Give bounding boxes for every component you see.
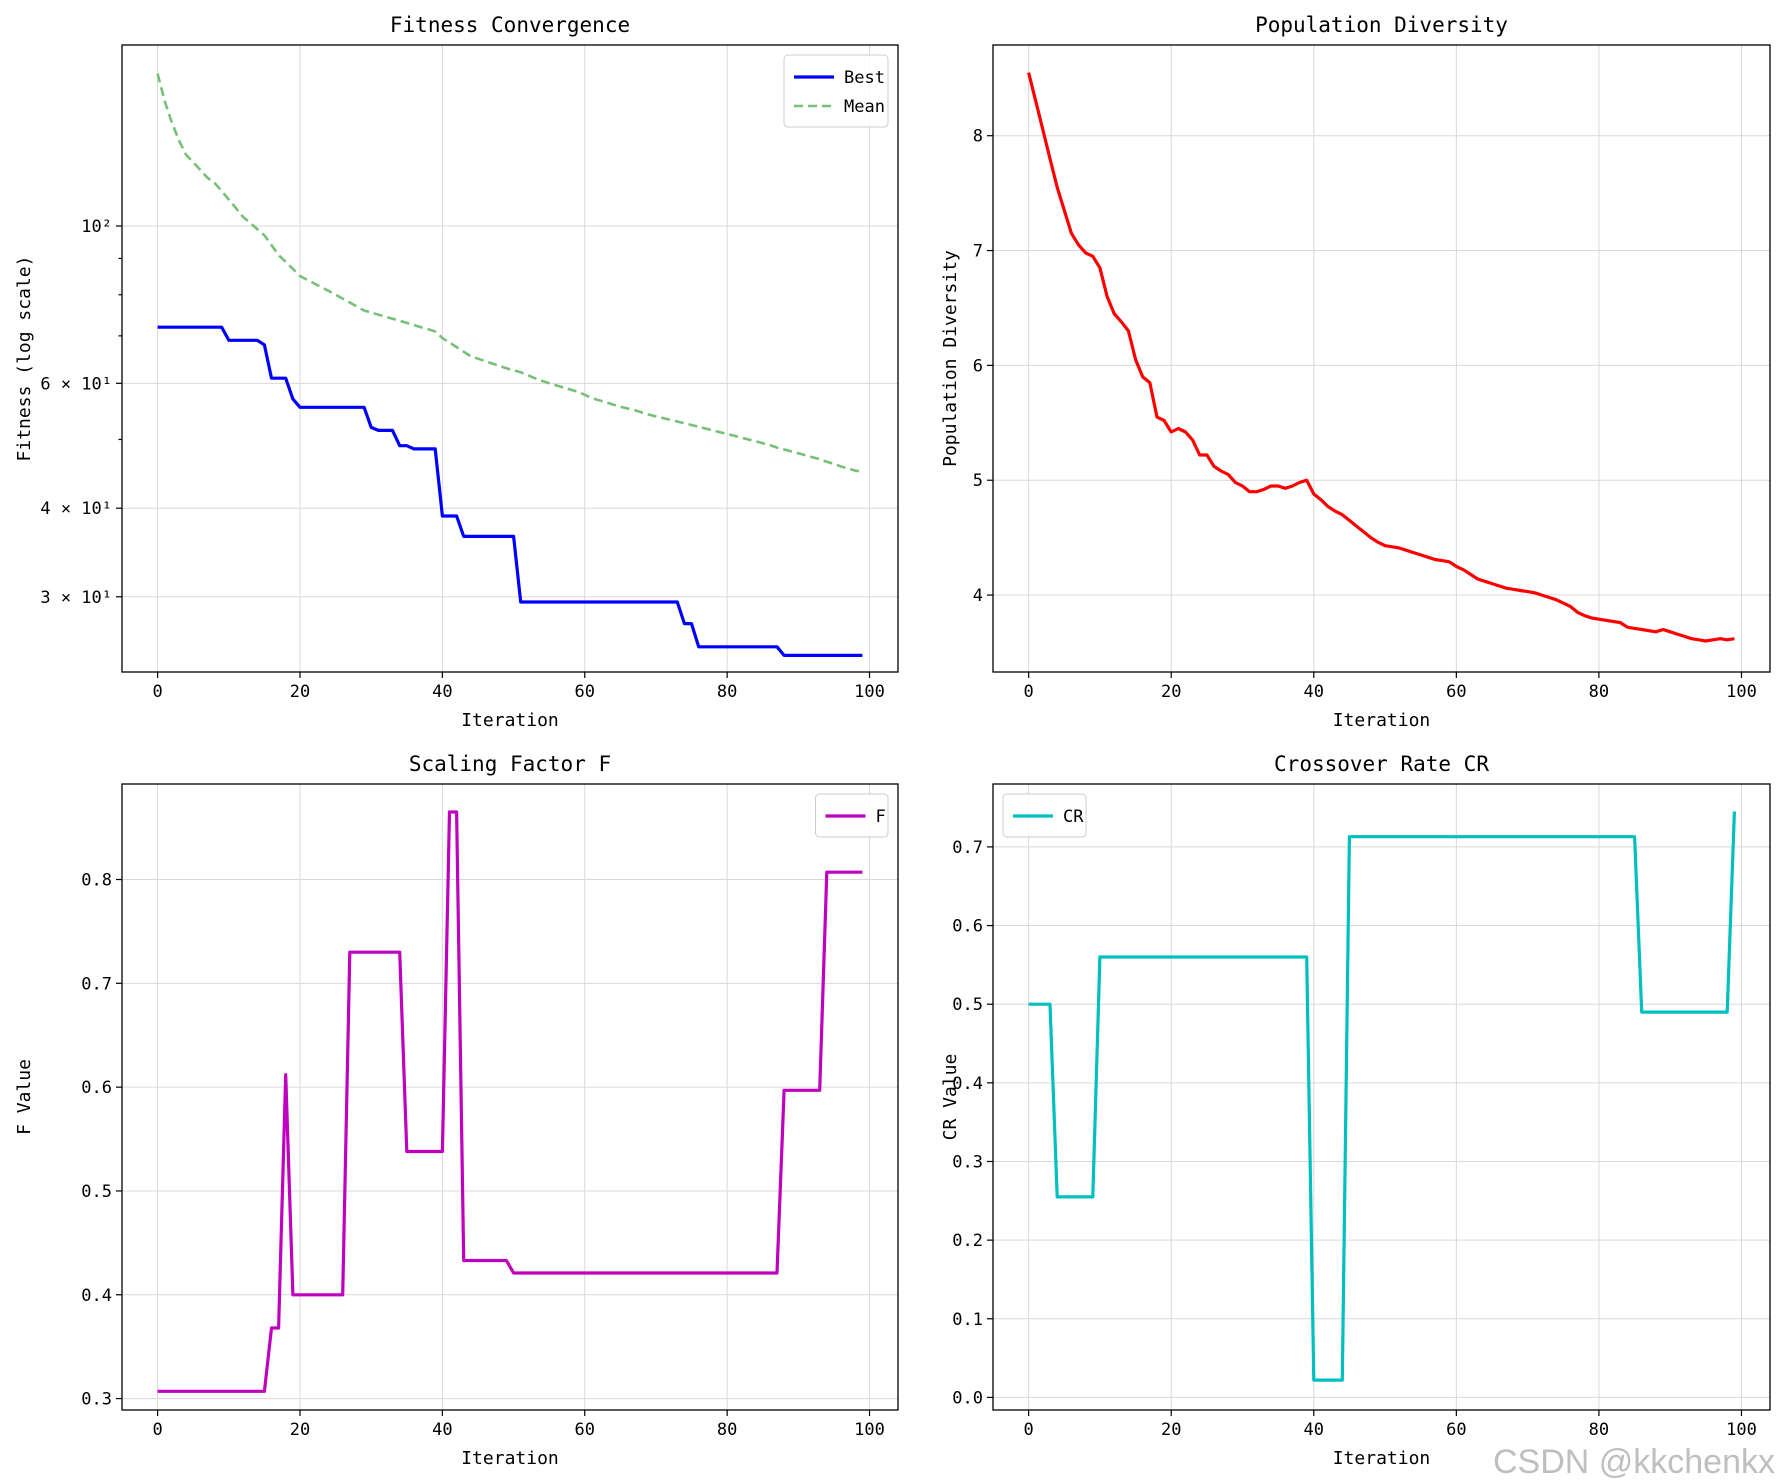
y-axis-label: Population Diversity (940, 250, 961, 467)
y-tick-label: 0.7 (952, 838, 983, 858)
y-axis-label: F Value (14, 1059, 35, 1135)
legend: F (815, 793, 889, 838)
axes-frame (992, 783, 1771, 1411)
watermark: CSDN @kkchenkx (1492, 1443, 1775, 1481)
y-tick-label: 6 × 10¹ (40, 374, 112, 394)
subplot-fitness: 0 20 40 60 80 100 10² 6 × 10¹ 4 × 10¹ 3 × 10¹ Fitn… (14, 13, 899, 731)
axes-frame (992, 44, 1771, 673)
legend: CR (1002, 793, 1087, 838)
y-tick-label: 3 × 10¹ (40, 588, 112, 608)
subplot-title: Fitness Convergence (390, 13, 630, 37)
series-line-diversity (1027, 72, 1735, 643)
y-tick-label: 0.4 (81, 1286, 112, 1306)
y-tick-label: 0.8 (81, 871, 112, 891)
legend-label-best: Best (844, 68, 885, 88)
y-tick-label: 0.6 (952, 917, 983, 937)
y-tick-label: 0.4 (952, 1074, 983, 1094)
x-tick-label: 40 (1304, 682, 1324, 702)
y-tick-label: 0.3 (952, 1152, 983, 1172)
x-axis-label: Iteration (1333, 1448, 1431, 1469)
legend: Best Mean (783, 54, 889, 128)
y-tick-label: 0.5 (81, 1182, 112, 1202)
y-tick-label: 0.5 (952, 995, 983, 1015)
x-tick-label: 20 (1161, 682, 1181, 702)
y-tick-label: 5 (973, 471, 983, 491)
axes-frame (121, 44, 899, 673)
x-tick-label: 20 (290, 682, 310, 702)
y-axis-label: Fitness (log scale) (14, 256, 35, 462)
x-tick-label: 100 (854, 1420, 885, 1440)
x-tick-label: 40 (1304, 1420, 1324, 1440)
x-tick-label: 0 (152, 682, 162, 702)
x-tick-label: 80 (1589, 682, 1609, 702)
x-tick-label: 20 (290, 1420, 310, 1440)
legend-label-f: F (876, 807, 886, 827)
x-tick-label: 100 (1726, 1420, 1757, 1440)
y-tick-label: 0.7 (81, 974, 112, 994)
x-tick-label: 0 (1024, 682, 1034, 702)
x-tick-label: 60 (575, 1420, 595, 1440)
y-tick-label: 7 (973, 242, 983, 262)
y-tick-label: 4 × 10¹ (40, 499, 112, 519)
x-tick-label: 0 (152, 1420, 162, 1440)
y-tick-label: 8 (973, 127, 983, 147)
subplot-scaling: 0 20 40 60 80 100 0.3 0.4 0.5 0.6 0.7 0.8 Scaling Fa… (14, 752, 899, 1469)
x-tick-label: 100 (854, 682, 885, 702)
x-tick-label: 60 (1446, 1420, 1466, 1440)
x-tick-label: 40 (432, 682, 452, 702)
x-tick-label: 100 (1726, 682, 1757, 702)
x-tick-label: 40 (432, 1420, 452, 1440)
x-tick-label: 0 (1024, 1420, 1034, 1440)
y-tick-label: 0.3 (81, 1390, 112, 1410)
x-tick-label: 80 (717, 1420, 737, 1440)
y-tick-label: 4 (973, 586, 983, 606)
y-axis-label: CR Value (940, 1054, 961, 1141)
series-line-mean (156, 73, 863, 474)
subplot-title: Population Diversity (1255, 13, 1508, 37)
y-tick-label: 0.1 (952, 1310, 983, 1330)
subplot-diversity: 0 20 40 60 80 100 4 5 6 7 8 Population Diversity Ite… (940, 13, 1771, 731)
subplot-title: Crossover Rate CR (1274, 752, 1489, 776)
y-tick-label: 10² (81, 217, 112, 237)
x-axis-label: Iteration (1333, 710, 1431, 731)
subplot-title: Scaling Factor F (409, 752, 611, 776)
x-tick-label: 60 (575, 682, 595, 702)
legend-box (783, 54, 889, 128)
series-line-best (157, 325, 863, 658)
subplot-crossover: 0 20 40 60 80 100 0.0 0.1 0.2 0.3 0.4 0.5 0.6 0.7 Cros… (940, 752, 1771, 1469)
x-tick-label: 80 (717, 682, 737, 702)
y-tick-label: 0.0 (952, 1388, 983, 1408)
x-tick-label: 20 (1161, 1420, 1181, 1440)
x-tick-label: 60 (1446, 682, 1466, 702)
y-tick-label: 0.2 (952, 1231, 983, 1251)
x-axis-label: Iteration (461, 1448, 559, 1469)
legend-label-cr: CR (1063, 807, 1084, 827)
y-tick-label: 0.6 (81, 1078, 112, 1098)
x-tick-label: 80 (1589, 1420, 1609, 1440)
axes-frame (121, 783, 899, 1411)
series-line-f (157, 810, 863, 1393)
legend-label-mean: Mean (844, 97, 885, 117)
series-line-cr (1028, 811, 1736, 1382)
y-tick-label: 6 (973, 356, 983, 376)
x-axis-label: Iteration (461, 710, 559, 731)
